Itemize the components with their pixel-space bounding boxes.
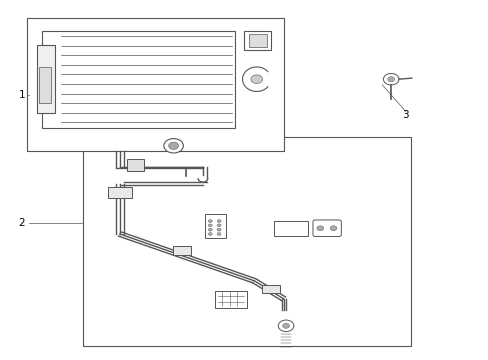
Circle shape [208, 224, 212, 227]
Bar [215, 291, 246, 308]
Bar [205, 214, 225, 238]
FancyBboxPatch shape [107, 187, 132, 198]
Circle shape [217, 233, 221, 235]
Bar [273, 221, 307, 236]
Text: 1: 1 [19, 90, 25, 100]
Text: 3: 3 [402, 110, 408, 120]
Bar [37, 45, 55, 113]
Bar [39, 67, 51, 103]
Circle shape [217, 228, 221, 231]
Circle shape [168, 142, 178, 149]
Bar [249, 34, 266, 47]
Bar [244, 31, 271, 50]
FancyBboxPatch shape [312, 220, 341, 237]
Bar [83, 137, 410, 346]
Circle shape [278, 320, 293, 332]
Circle shape [250, 75, 262, 84]
Circle shape [383, 73, 398, 85]
Circle shape [208, 233, 212, 235]
Text: 2: 2 [19, 218, 25, 228]
Circle shape [208, 220, 212, 222]
Circle shape [217, 220, 221, 222]
Circle shape [316, 226, 323, 231]
Circle shape [387, 77, 394, 82]
Circle shape [282, 323, 289, 328]
Circle shape [217, 224, 221, 227]
Circle shape [208, 228, 212, 231]
Circle shape [329, 226, 336, 231]
Bar [173, 246, 190, 255]
Bar [41, 31, 234, 128]
Bar [27, 18, 283, 151]
Bar [261, 285, 280, 293]
Circle shape [163, 139, 183, 153]
Bar [127, 159, 144, 171]
